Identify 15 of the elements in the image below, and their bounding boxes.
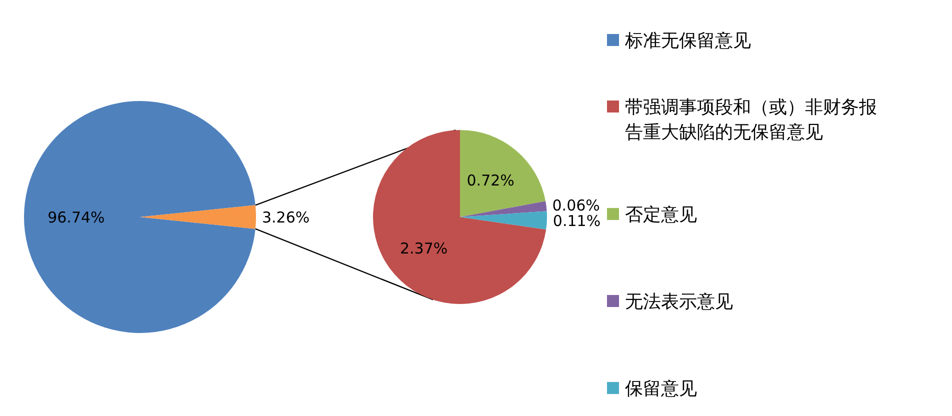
legend-label: 标准无保留意见	[624, 30, 751, 52]
legend-label: 带强调事项段和（或）非财务报告重大缺陷的无保留意见	[625, 96, 877, 143]
pie-slice	[460, 211, 547, 230]
pie-slice	[24, 101, 256, 333]
pie-slice	[373, 130, 546, 304]
pie-slice	[460, 130, 546, 217]
legend-label: 保留意见	[625, 378, 697, 400]
data-label: 96.74%	[48, 208, 105, 226]
data-label: 3.26%	[262, 208, 310, 226]
legend-label: 无法表示意见	[625, 291, 733, 312]
pie-slice	[140, 205, 256, 229]
pie-slice	[460, 201, 547, 217]
legend-label: 否定意见	[625, 204, 697, 226]
data-label: 0.72%	[466, 171, 514, 190]
data-label: 2.37%	[400, 240, 448, 258]
